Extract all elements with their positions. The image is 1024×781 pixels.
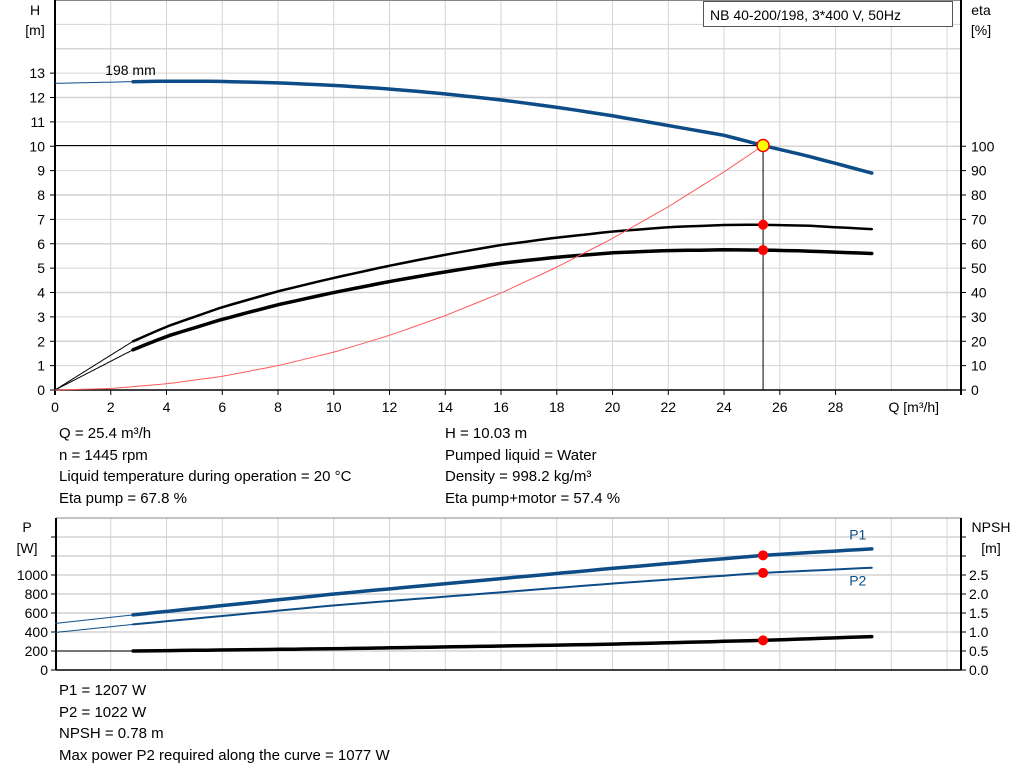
info-head: H = 10.03 m xyxy=(445,425,528,442)
y-tick-label-right: 40 xyxy=(971,285,987,301)
y-axis-label-right-unit: [%] xyxy=(971,22,991,38)
p2-point xyxy=(758,567,769,578)
y-axis-label-right-unit: [m] xyxy=(981,540,1000,556)
info-eta-pump: Eta pump = 67.8 % xyxy=(59,489,187,507)
curve-label: 198 mm xyxy=(105,62,156,78)
y-tick-label-left: 600 xyxy=(25,605,49,621)
y-tick-label-right: 0.0 xyxy=(969,662,989,678)
y-tick-label-right: 10 xyxy=(971,358,987,374)
x-tick-label: 14 xyxy=(437,399,453,415)
x-tick-label: 18 xyxy=(549,399,565,415)
duty-point xyxy=(756,138,770,153)
x-tick-label: 8 xyxy=(274,399,282,415)
eta-pump-motor-curve-extension xyxy=(54,349,134,391)
y-tick-label-right: 2.5 xyxy=(969,567,989,583)
y-tick-label-left: 1000 xyxy=(17,567,48,583)
x-tick-label: 28 xyxy=(828,399,844,415)
y-tick-label-left: 10 xyxy=(29,138,45,154)
y-tick-label-right: 80 xyxy=(971,187,987,203)
eta-pump-point xyxy=(758,219,769,230)
info-density: Density = 998.2 kg/m³ xyxy=(445,468,592,485)
x-tick-label: 2 xyxy=(107,399,115,415)
info-liquid: Pumped liquid = Water xyxy=(445,446,597,464)
p2-curve xyxy=(132,566,873,626)
y-tick-label-right: 20 xyxy=(971,333,987,349)
x-tick-label: 20 xyxy=(605,399,621,415)
info-max-p2: Max power P2 required along the curve = … xyxy=(59,746,390,764)
x-tick-label: 4 xyxy=(163,399,171,415)
head-curve-extension xyxy=(54,81,134,84)
y-tick-label-right: 30 xyxy=(971,309,987,325)
p2-curve-extension xyxy=(54,623,134,633)
y-tick-label-left: 8 xyxy=(37,187,45,203)
info-top-right: H = 10.03 m Pumped liquid = Water Densit… xyxy=(445,423,620,509)
y-axis-label-right: eta xyxy=(971,2,991,18)
x-tick-label: 0 xyxy=(51,399,59,415)
y-tick-label-right: 90 xyxy=(971,163,987,179)
y-tick-label-left: 6 xyxy=(37,236,45,252)
p1-curve-extension xyxy=(54,614,134,624)
y-tick-label-left: 4 xyxy=(37,285,45,301)
p1-point xyxy=(758,550,769,561)
p1-curve xyxy=(131,547,874,617)
info-bottom: P1 = 1207 W P2 = 1022 W NPSH = 0.78 m Ma… xyxy=(59,680,390,766)
y-tick-label-left: 9 xyxy=(37,163,45,179)
head-curve xyxy=(131,79,874,175)
y-axis-label-left: H xyxy=(30,2,40,18)
y-tick-label-left: 0 xyxy=(40,662,48,678)
system-curve xyxy=(54,145,764,391)
y-tick-label-left: 3 xyxy=(37,309,45,325)
y-tick-label-right: 70 xyxy=(971,211,987,227)
info-npsh: NPSH = 0.78 m xyxy=(59,725,164,742)
x-tick-label: 22 xyxy=(661,399,677,415)
npsh-curve xyxy=(131,634,874,653)
info-speed: n = 1445 rpm xyxy=(59,446,148,464)
y-tick-label-left: 2 xyxy=(37,333,45,349)
y-axis-label-right: NPSH xyxy=(972,519,1011,535)
eta-pump-motor-point xyxy=(758,245,769,256)
y-tick-label-right: 100 xyxy=(971,138,995,154)
eta-pump-curve-extension xyxy=(54,340,134,391)
y-tick-label-left: 400 xyxy=(25,624,49,640)
x-tick-label: 16 xyxy=(493,399,509,415)
info-eta-pump-motor: Eta pump+motor = 57.4 % xyxy=(445,489,621,507)
y-tick-label-left: 5 xyxy=(37,260,45,276)
y-tick-label-left: 7 xyxy=(37,211,45,227)
y-tick-label-right: 0.5 xyxy=(969,643,989,659)
y-axis-label-left: P xyxy=(22,519,31,535)
info-p2: P2 = 1022 W xyxy=(59,703,147,721)
y-axis-label-left-unit: [W] xyxy=(17,540,38,556)
x-tick-label: 12 xyxy=(382,399,398,415)
y-tick-label-left: 1 xyxy=(37,358,45,374)
y-tick-label-right: 60 xyxy=(971,236,987,252)
eta-pump-curve xyxy=(131,223,874,343)
eta-pump-motor-curve xyxy=(131,248,874,352)
npsh-point xyxy=(758,635,769,646)
info-p1: P1 = 1207 W xyxy=(59,682,147,699)
info-flow: Q = 25.4 m³/h xyxy=(59,425,152,442)
y-tick-label-left: 800 xyxy=(25,586,49,602)
pump-title: NB 40-200/198, 3*400 V, 50Hz xyxy=(703,1,953,27)
y-tick-label-right: 1.0 xyxy=(969,624,989,640)
y-tick-label-left: 12 xyxy=(29,90,45,106)
y-tick-label-right: 2.0 xyxy=(969,586,989,602)
y-tick-label-left: 13 xyxy=(29,65,45,81)
y-tick-label-left: 11 xyxy=(30,114,45,130)
x-tick-label: 10 xyxy=(326,399,342,415)
y-tick-label-right: 1.5 xyxy=(969,605,989,621)
y-tick-label-left: 200 xyxy=(25,643,49,659)
y-tick-label-right: 0 xyxy=(971,382,979,398)
info-top-left: Q = 25.4 m³/h n = 1445 rpm Liquid temper… xyxy=(59,423,351,509)
y-tick-label-left: 0 xyxy=(37,382,45,398)
x-axis-label: Q [m³/h] xyxy=(889,399,940,415)
y-axis-label-left-unit: [m] xyxy=(25,22,44,38)
x-tick-label: 26 xyxy=(772,399,788,415)
x-tick-label: 6 xyxy=(218,399,226,415)
x-tick-label: 24 xyxy=(716,399,732,415)
p1-label: P1 xyxy=(849,526,866,542)
p2-label: P2 xyxy=(849,573,866,589)
y-tick-label-right: 50 xyxy=(971,260,987,276)
info-temperature: Liquid temperature during operation = 20… xyxy=(59,468,352,485)
